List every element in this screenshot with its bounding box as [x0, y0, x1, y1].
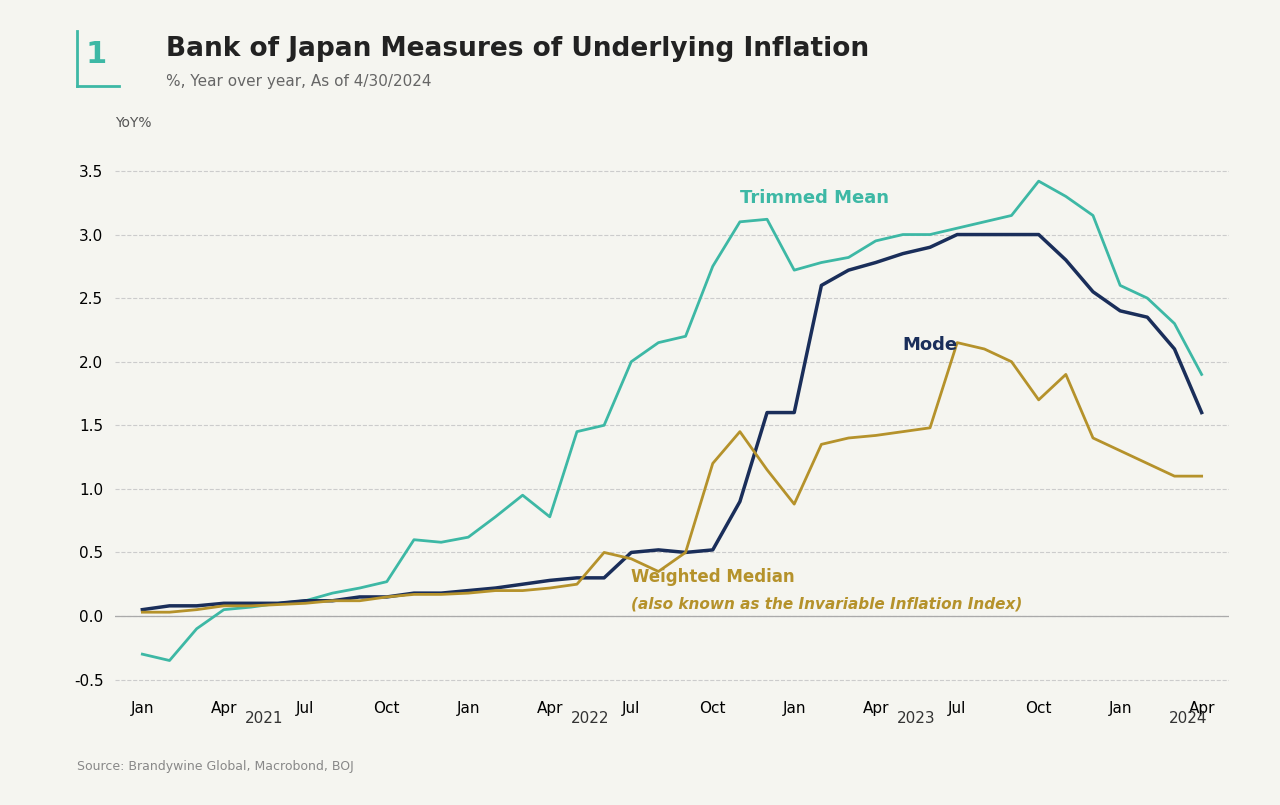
- Text: Trimmed Mean: Trimmed Mean: [740, 188, 888, 207]
- Text: 2024: 2024: [1169, 712, 1207, 726]
- Text: Mode: Mode: [902, 336, 957, 354]
- Text: %, Year over year, As of 4/30/2024: %, Year over year, As of 4/30/2024: [166, 74, 431, 89]
- Text: 2021: 2021: [246, 712, 284, 726]
- Text: Source: Brandywine Global, Macrobond, BOJ: Source: Brandywine Global, Macrobond, BO…: [77, 760, 353, 773]
- Text: Weighted Median: Weighted Median: [631, 568, 795, 586]
- Text: 2022: 2022: [571, 712, 609, 726]
- Text: YoY%: YoY%: [115, 116, 152, 130]
- Text: (also known as the Invariable Inflation Index): (also known as the Invariable Inflation …: [631, 597, 1023, 612]
- Text: 1: 1: [86, 40, 108, 69]
- Text: Bank of Japan Measures of Underlying Inflation: Bank of Japan Measures of Underlying Inf…: [166, 36, 869, 62]
- Text: 2023: 2023: [897, 712, 936, 726]
